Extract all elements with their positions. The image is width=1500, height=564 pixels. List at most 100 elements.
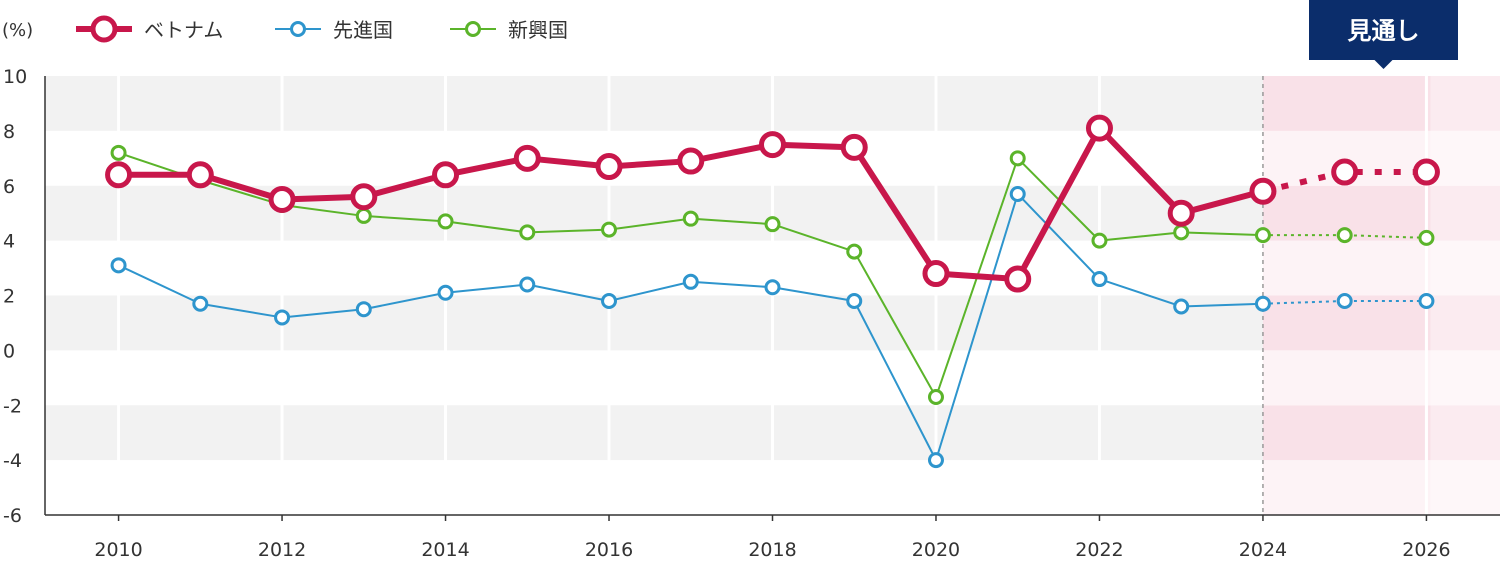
y-tick-label: 0 bbox=[3, 340, 15, 362]
x-tick-label: 2022 bbox=[1075, 539, 1123, 561]
y-tick-label: 4 bbox=[3, 231, 15, 253]
data-point bbox=[437, 284, 454, 301]
series-layer bbox=[105, 114, 1440, 469]
legend-label: 先進国 bbox=[333, 18, 393, 42]
x-tick-labels: 2010 2012 2014 2016 2018 2020 2022 2024 2026 bbox=[94, 515, 1451, 561]
y-tick-labels: 10 8 6 4 2 0 -2 -4 -6 bbox=[3, 66, 27, 527]
y-tick-label: 8 bbox=[3, 121, 15, 143]
legend: (%) ベトナム 先進国 新興国 bbox=[2, 15, 568, 43]
y-unit-label: (%) bbox=[2, 20, 33, 41]
data-point bbox=[110, 257, 127, 274]
band-forecast bbox=[1262, 405, 1500, 461]
x-tick-label: 2024 bbox=[1239, 539, 1287, 561]
data-point bbox=[519, 276, 536, 293]
data-point bbox=[519, 224, 536, 241]
x-tick-label: 2012 bbox=[258, 539, 306, 561]
band-forecast bbox=[1262, 350, 1500, 406]
data-point bbox=[1004, 265, 1032, 293]
data-point bbox=[1418, 292, 1435, 309]
x-tick-label: 2014 bbox=[421, 539, 469, 561]
data-point bbox=[677, 147, 705, 175]
x-tick-label: 2010 bbox=[94, 539, 142, 561]
y-tick-label: -4 bbox=[3, 450, 22, 472]
forecast-badge-pointer bbox=[1374, 60, 1393, 69]
band-forecast bbox=[1262, 460, 1500, 515]
forecast-label: 見通し bbox=[1348, 17, 1420, 45]
data-point bbox=[192, 295, 209, 312]
data-point bbox=[927, 452, 944, 469]
forecast-badge: 見通し bbox=[1309, 0, 1458, 69]
band-forecast bbox=[1262, 240, 1500, 296]
y-tick-label: 10 bbox=[3, 66, 27, 88]
data-point bbox=[1173, 224, 1190, 241]
data-point bbox=[846, 292, 863, 309]
legend-swatch-marker bbox=[290, 21, 306, 37]
y-tick-label: -2 bbox=[3, 395, 22, 417]
data-point bbox=[759, 131, 786, 159]
y-tick-label: 2 bbox=[3, 286, 15, 308]
data-point bbox=[840, 133, 868, 161]
band-forecast bbox=[1262, 76, 1500, 131]
series-0 bbox=[105, 114, 1440, 293]
data-point bbox=[595, 153, 623, 181]
data-point bbox=[601, 221, 618, 238]
data-point bbox=[513, 144, 541, 172]
data-point bbox=[682, 273, 699, 290]
band-gray bbox=[45, 295, 1263, 351]
data-point bbox=[601, 292, 618, 309]
data-point bbox=[1254, 295, 1271, 312]
series-line-forecast bbox=[1262, 169, 1427, 195]
data-point bbox=[1336, 292, 1353, 309]
data-point bbox=[1254, 227, 1271, 244]
data-point bbox=[105, 161, 133, 189]
data-point bbox=[186, 161, 214, 189]
data-point bbox=[1249, 177, 1277, 205]
data-point bbox=[922, 260, 950, 288]
forecast-badge-box bbox=[1309, 0, 1458, 60]
data-point bbox=[1009, 185, 1026, 202]
x-tick-label: 2016 bbox=[585, 539, 633, 561]
data-point bbox=[764, 216, 781, 233]
data-point bbox=[1418, 229, 1435, 246]
data-point bbox=[1167, 199, 1195, 227]
data-point bbox=[1412, 158, 1440, 186]
band-forecast bbox=[1262, 295, 1500, 351]
data-point bbox=[1173, 298, 1190, 315]
legend-label: 新興国 bbox=[508, 18, 568, 42]
data-point bbox=[432, 161, 460, 189]
data-point bbox=[268, 185, 296, 213]
band-forecast-edge bbox=[1430, 76, 1500, 515]
data-point bbox=[274, 309, 291, 326]
legend-swatch-marker bbox=[465, 21, 481, 37]
legend-label: ベトナム bbox=[144, 18, 223, 42]
data-point bbox=[1009, 150, 1026, 167]
band-gray bbox=[45, 185, 1263, 241]
data-point bbox=[110, 144, 127, 161]
data-point bbox=[1091, 271, 1108, 288]
data-point bbox=[1091, 232, 1108, 249]
data-point bbox=[846, 243, 863, 260]
background-bands bbox=[45, 76, 1500, 515]
data-point bbox=[437, 213, 454, 230]
x-tick-label: 2020 bbox=[912, 539, 960, 561]
data-point bbox=[355, 207, 372, 224]
data-point bbox=[764, 279, 781, 296]
data-point bbox=[355, 301, 372, 318]
y-tick-label: 6 bbox=[3, 176, 15, 198]
data-point bbox=[1331, 158, 1359, 186]
series-2 bbox=[110, 144, 1435, 406]
band-gray bbox=[45, 76, 1263, 131]
data-point bbox=[682, 210, 699, 227]
legend-swatch-marker bbox=[90, 15, 118, 43]
x-tick-label: 2026 bbox=[1402, 539, 1450, 561]
band-forecast bbox=[1262, 185, 1500, 241]
data-point bbox=[927, 389, 944, 406]
y-tick-label: -6 bbox=[3, 505, 22, 527]
data-point bbox=[1336, 227, 1353, 244]
data-point bbox=[350, 183, 378, 211]
band-gray bbox=[45, 405, 1263, 461]
x-tick-label: 2018 bbox=[748, 539, 796, 561]
data-point bbox=[1085, 114, 1113, 142]
series-1 bbox=[110, 185, 1435, 469]
